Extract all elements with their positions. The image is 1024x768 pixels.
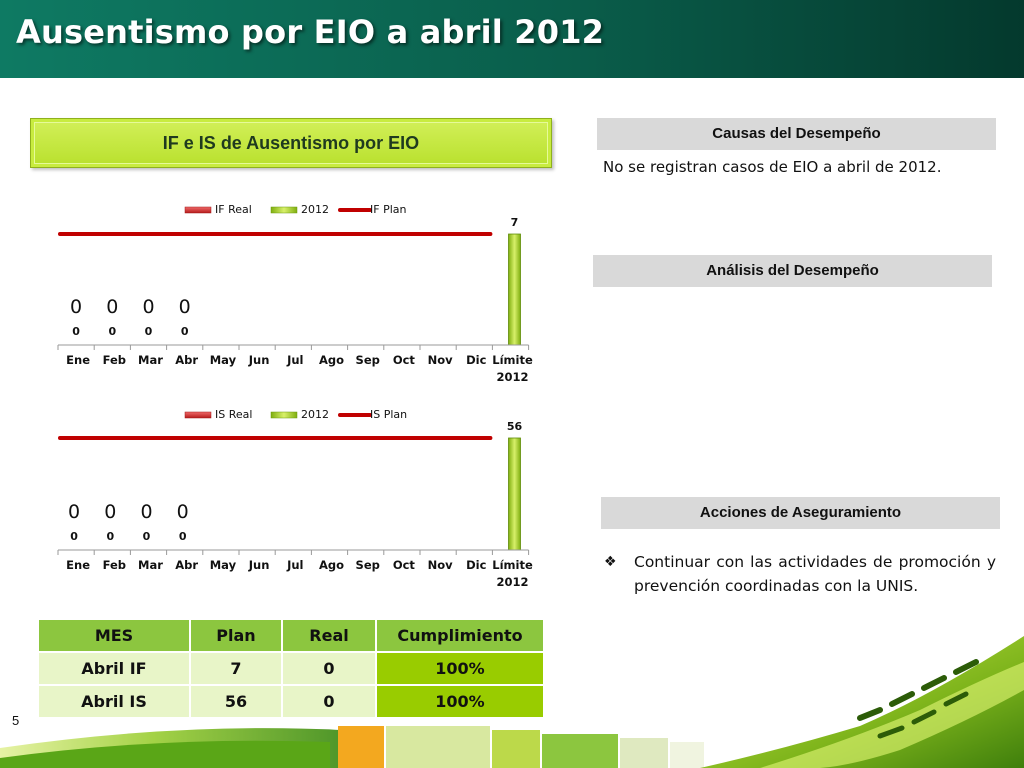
causas-header: Causas del Desempeño (597, 118, 996, 150)
x-tick-label: Dic (466, 558, 486, 572)
legend-swatch-real (184, 206, 212, 214)
slide-title: Ausentismo por EIO a abril 2012 (16, 13, 605, 51)
data-label-small: 0 (181, 325, 189, 338)
analisis-header: Análisis del Desempeño (593, 255, 992, 287)
table-cell: 7 (189, 651, 283, 686)
data-label-large: 0 (179, 296, 191, 318)
data-label-large: 0 (68, 501, 80, 523)
data-label-large: 0 (106, 296, 118, 318)
x-tick-label: Ago (319, 558, 344, 572)
x-tick-label: Jul (286, 353, 303, 367)
legend-swatch-2012 (270, 411, 298, 419)
x-tick-label: Sep (356, 353, 380, 367)
data-label-small: 0 (145, 325, 153, 338)
x-tick-label: Jun (248, 558, 270, 572)
legend-label-2012: 2012 (301, 408, 329, 421)
table-cell: 0 (281, 684, 377, 719)
data-label-limit: 7 (511, 216, 519, 229)
x-tick-label: Abr (175, 353, 198, 367)
x-tick-label: Ene (66, 558, 90, 572)
summary-header-cell: MES (37, 618, 191, 653)
x-tick-label: Abr (175, 558, 198, 572)
legend-label-real: IS Real (215, 408, 252, 421)
acciones-item-text: Continuar con las actividades de promoci… (634, 553, 996, 595)
diamond-bullet-icon: ❖ (604, 554, 617, 570)
x-tick-label: Límite (492, 353, 533, 367)
summary-header-cell: Real (281, 618, 377, 653)
acciones-header: Acciones de Aseguramiento (601, 497, 1000, 529)
x-tick-label: May (210, 558, 237, 572)
legend-label-2012: 2012 (301, 203, 329, 216)
chart-panel-title: IF e IS de Ausentismo por EIO (30, 118, 552, 168)
summary-header-cell: Cumplimiento (375, 618, 545, 653)
table-row: Abril IS 56 0 100% (37, 684, 545, 719)
x-tick-label: Dic (466, 353, 486, 367)
data-label-small: 0 (72, 325, 80, 338)
x-tick-label: Ene (66, 353, 90, 367)
x-tick-label: Límite (492, 558, 533, 572)
legend-label-real: IF Real (215, 203, 252, 216)
x-tick-label: Nov (428, 558, 454, 572)
table-cell: 100% (375, 651, 545, 686)
x-tick-label: Nov (428, 353, 454, 367)
x-tick-label: 2012 (496, 575, 528, 589)
x-tick-label: Feb (103, 558, 126, 572)
title-bar: Ausentismo por EIO a abril 2012 (0, 0, 1024, 78)
x-tick-label: Ago (319, 353, 344, 367)
data-label-large: 0 (70, 296, 82, 318)
x-tick-label: Jul (286, 558, 303, 572)
x-tick-label: May (210, 353, 237, 367)
x-tick-label: Oct (393, 558, 416, 572)
data-label-large: 0 (104, 501, 116, 523)
data-label-small: 0 (179, 530, 187, 543)
x-tick-label: Jun (248, 353, 270, 367)
table-cell: 56 (189, 684, 283, 719)
legend-label-plan: IF Plan (370, 203, 406, 216)
legend-swatch-real (184, 411, 212, 419)
x-tick-label: Oct (393, 353, 416, 367)
x-tick-label: Mar (138, 353, 163, 367)
data-label-small: 0 (106, 530, 114, 543)
legend-swatch-2012 (270, 206, 298, 214)
table-cell: 0 (281, 651, 377, 686)
legend-label-plan: IS Plan (370, 408, 407, 421)
data-label-small: 0 (143, 530, 151, 543)
data-label-large: 0 (177, 501, 189, 523)
data-label-small: 0 (108, 325, 116, 338)
bar-limit (508, 233, 521, 346)
page-number: 5 (12, 713, 20, 728)
x-tick-label: 2012 (496, 370, 528, 384)
x-tick-label: Mar (138, 558, 163, 572)
bar-limit (508, 437, 521, 551)
chart-if: IF Real 2012 IF Plan 7 0 0 0 0 0 0 0 0 Ene Feb Mar Abr M… (57, 203, 533, 384)
x-tick-label: Feb (103, 353, 126, 367)
data-label-large: 0 (142, 296, 154, 318)
decorative-footer (0, 636, 1024, 768)
summary-table: MES Plan Real Cumplimiento Abril IF 7 0 … (37, 618, 545, 719)
data-label-limit: 56 (507, 420, 523, 433)
x-tick-label: Sep (356, 558, 380, 572)
causas-text: No se registran casos de EIO a abril de … (603, 158, 942, 176)
acciones-list-item: ❖ Continuar con las actividades de promo… (604, 550, 996, 598)
data-label-small: 0 (70, 530, 78, 543)
summary-header-row: MES Plan Real Cumplimiento (37, 618, 545, 653)
data-label-large: 0 (140, 501, 152, 523)
chart-is: IS Real 2012 IS Plan 56 0 0 0 0 0 0 0 0 Ene Feb Mar Abr… (57, 408, 533, 589)
table-cell: 100% (375, 684, 545, 719)
table-row: Abril IF 7 0 100% (37, 651, 545, 686)
table-cell: Abril IF (37, 651, 191, 686)
summary-header-cell: Plan (189, 618, 283, 653)
table-cell: Abril IS (37, 684, 191, 719)
